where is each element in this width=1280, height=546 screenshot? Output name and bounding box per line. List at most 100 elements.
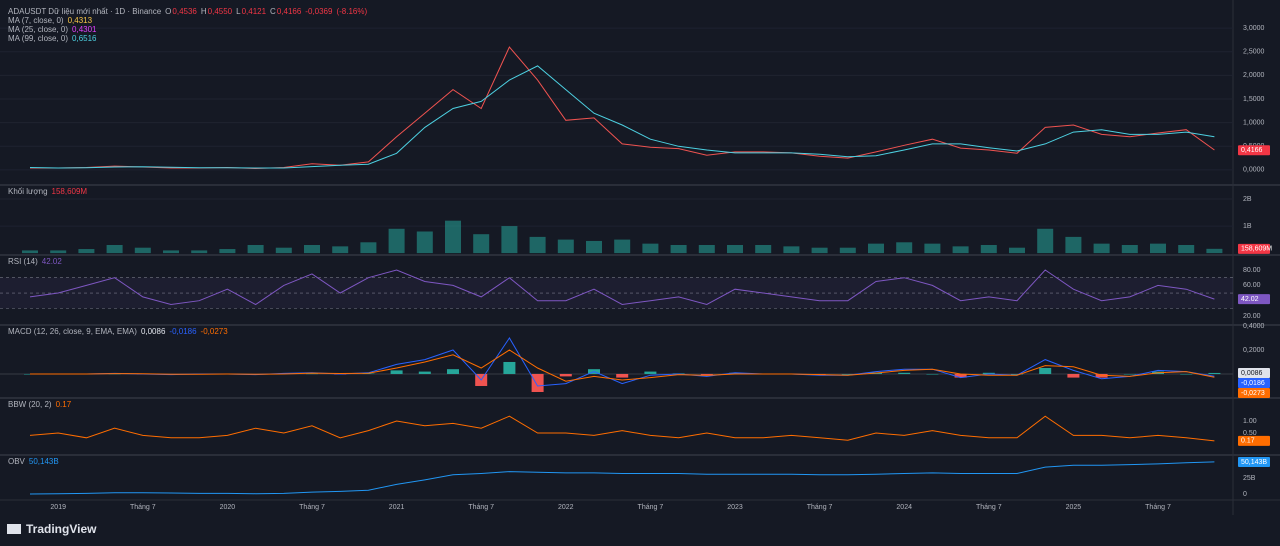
legend-key: C <box>270 7 276 16</box>
volume-bar <box>727 245 743 254</box>
y-tick-label: 0.50 <box>1243 430 1257 437</box>
value-tag-label: -0,0273 <box>1241 390 1265 397</box>
value-tag <box>1238 435 1270 446</box>
volume-bar <box>134 247 151 254</box>
pane-title: RSI (14) <box>8 257 38 266</box>
histogram-bar <box>1180 373 1193 375</box>
histogram-bar <box>1208 372 1221 374</box>
volume-bar <box>247 245 264 254</box>
pane-header: RSI (14) 42.02 <box>8 257 62 266</box>
volume-bar <box>501 226 518 254</box>
value-tag-label: 0.17 <box>1241 438 1255 445</box>
ma-value: 0,4301 <box>72 25 97 34</box>
legend-key: H <box>201 7 207 16</box>
series-line <box>29 65 1215 169</box>
x-tick-label: 2021 <box>389 504 405 511</box>
value-tag <box>1238 387 1270 398</box>
volume-bar <box>557 239 574 254</box>
y-tick-label: 1,0000 <box>1243 119 1265 126</box>
histogram-bar <box>700 373 713 375</box>
value-tag-label: 158,609M <box>1241 246 1272 253</box>
volume-bar <box>219 249 236 254</box>
volume-bar <box>360 242 377 254</box>
y-tick-label: 2,5000 <box>1243 49 1265 56</box>
volume-bar <box>106 245 123 254</box>
histogram-bar <box>898 372 911 374</box>
volume-bar <box>78 249 95 254</box>
y-tick-label: 1,5000 <box>1243 96 1265 103</box>
pane-header: OBV 50,143B <box>8 457 59 466</box>
pane-header: BBW (20, 2) 0.17 <box>8 400 72 409</box>
ma-legend: MA (7, close, 0) 0,4313 <box>8 16 93 25</box>
histogram-bar <box>1067 373 1080 378</box>
volume-bar <box>388 228 405 254</box>
y-tick-label: 25B <box>1243 475 1256 482</box>
histogram-bar <box>531 373 544 392</box>
volume-bar <box>952 246 969 254</box>
volume-bar <box>670 245 687 254</box>
histogram-bar <box>616 373 629 378</box>
x-tick-label: Tháng 7 <box>299 504 325 511</box>
x-tick-label: Tháng 7 <box>130 504 156 511</box>
histogram-bar <box>982 372 995 374</box>
volume-bar <box>50 250 67 254</box>
y-tick-label: 2B <box>1243 196 1252 203</box>
value-tag <box>1238 456 1270 467</box>
logo: TradingView <box>7 522 97 536</box>
volume-bar <box>755 245 772 254</box>
y-tick-label: 0 <box>1243 491 1247 498</box>
ma-legend: MA (99, close, 0) 0,6516 <box>8 34 97 43</box>
histogram-bar <box>306 373 318 375</box>
volume-bar <box>1093 243 1110 254</box>
volume-bar <box>1150 243 1166 254</box>
volume-bar <box>783 246 800 254</box>
volume-bar <box>868 243 884 254</box>
ma-name: MA (99, close, 0) <box>8 34 68 43</box>
y-tick-label: 2,0000 <box>1243 72 1265 79</box>
histogram-bar <box>447 369 459 374</box>
volume-bar <box>473 234 490 254</box>
y-tick-label: 60.00 <box>1243 282 1261 289</box>
volume-bar <box>1121 245 1138 254</box>
volume-bar <box>304 245 320 254</box>
value-tag <box>1238 377 1270 388</box>
volume-bar <box>163 250 179 254</box>
value-tag-label: 0,0086 <box>1241 370 1263 377</box>
volume-bar <box>980 245 997 254</box>
volume-bar <box>924 243 941 254</box>
volume-bar <box>614 239 631 254</box>
pane-header: ADAUSDT Dữ liệu mới nhất · 1D · Binance O… <box>8 7 367 16</box>
volume-bar <box>275 247 292 254</box>
volume-bar <box>1206 248 1223 254</box>
ma-legend: MA (25, close, 0) 0,4301 <box>8 25 97 34</box>
volume-bar <box>191 250 208 254</box>
x-tick-label: Tháng 7 <box>807 504 833 511</box>
histogram-bar <box>644 371 657 374</box>
y-tick-label: 0,0000 <box>1243 167 1265 174</box>
volume-bar <box>1009 247 1025 254</box>
band-fill <box>0 277 1233 309</box>
legend-value: -0,0273 <box>201 327 229 336</box>
volume-bar <box>896 242 913 254</box>
pane-title: OBV <box>8 457 26 466</box>
legend-value: 0,0086 <box>141 327 166 336</box>
histogram-bar <box>503 361 516 374</box>
ma-value: 0,6516 <box>72 34 97 43</box>
x-tick-label: 2025 <box>1066 504 1082 511</box>
y-tick-label: 1.00 <box>1243 418 1257 425</box>
y-tick-label: 1B <box>1243 223 1252 230</box>
legend-value: -0,0369 <box>305 7 333 16</box>
volume-bar <box>22 250 38 254</box>
histogram-bar <box>418 371 431 374</box>
legend-value: 0,4550 <box>208 7 233 16</box>
histogram-bar <box>1039 367 1052 374</box>
volume-bar <box>529 236 546 254</box>
volume-bar <box>445 220 461 254</box>
pane-title: MACD (12, 26, close, 9, EMA, EMA) <box>8 327 137 336</box>
legend-key: O <box>165 7 171 16</box>
y-tick-label: 20.00 <box>1243 313 1261 320</box>
legend-value: 158,609M <box>52 187 88 196</box>
volume-bar <box>1065 236 1082 254</box>
histogram-bar <box>926 373 939 375</box>
